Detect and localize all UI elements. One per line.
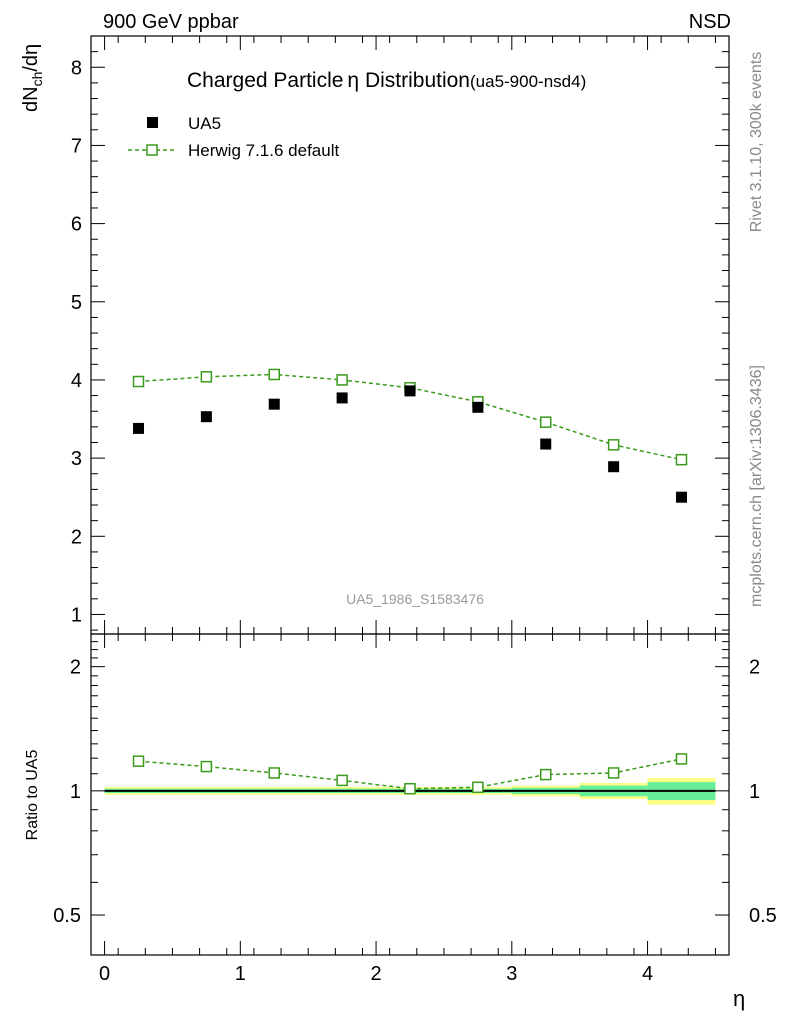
main-series (132, 368, 688, 503)
x-axis-ticks: 0 1 2 3 4 (90, 36, 716, 985)
ylabel-tail: /dη (20, 44, 42, 72)
header-right: NSD (689, 11, 731, 33)
ratio-y-tick-label-right: 1 (749, 781, 760, 803)
title-dist: Distribution (359, 69, 470, 92)
title-main: Charged Particle (187, 69, 343, 92)
main-y-tick-label: 5 (71, 292, 82, 314)
ua5-data-point (133, 422, 145, 434)
x-tick-label: 2 (371, 963, 382, 985)
x-tick-label: 3 (506, 963, 517, 985)
legend-mc-marker (146, 144, 158, 156)
x-tick-label: 1 (235, 963, 246, 985)
herwig-point (539, 416, 552, 428)
main-y-tick-label: 6 (71, 214, 82, 236)
ratio-herwig-line (138, 758, 682, 790)
x-tick-label: 0 (99, 963, 110, 985)
x-tick-label: 4 (642, 963, 653, 985)
ua5-data-point (268, 398, 280, 410)
main-axis-ticks: 1 2 3 4 5 6 7 8 (71, 51, 729, 631)
ratio-y-tick-label: 2 (70, 657, 81, 679)
herwig-point (268, 368, 281, 381)
ratio-herwig-point (336, 774, 348, 787)
analysis-watermark: UA5_1986_S1583476 (346, 591, 484, 607)
herwig-point (675, 453, 688, 466)
ylabel-dn: dN (20, 86, 42, 112)
ua5-data-point (404, 385, 416, 397)
ratio-y-tick-label-right: 2 (749, 657, 760, 679)
ratio-herwig-point (268, 767, 281, 779)
y-axis-label-ratio: Ratio to UA5 (24, 750, 41, 841)
ua5-data-point (200, 411, 212, 423)
ratio-herwig-point (404, 782, 416, 795)
legend-data-marker (147, 117, 158, 128)
ratio-herwig-point (472, 781, 484, 794)
rivet-label: Rivet 3.1.10, 300k events (748, 52, 765, 233)
ratio-plot-frame (90, 633, 730, 956)
ratio-y-tick-label: 1 (70, 781, 81, 803)
ua5-data-point (336, 392, 348, 404)
ylabel-sub: ch (29, 72, 45, 87)
ratio-herwig-point (132, 755, 145, 767)
ua5-data-point (540, 438, 552, 450)
legend-data-label: UA5 (188, 114, 221, 133)
herwig-point (200, 371, 213, 383)
title-tag: (ua5-900-nsd4) (470, 72, 586, 91)
herwig-point (607, 439, 620, 451)
main-y-tick-label: 1 (71, 604, 82, 626)
ratio-y-tick-label: 0.5 (53, 905, 81, 927)
main-y-tick-label: 4 (71, 370, 82, 392)
ratio-herwig-point (675, 753, 688, 765)
main-y-tick-label: 8 (71, 57, 82, 79)
ua5-data-point (608, 461, 620, 473)
ratio-series (132, 753, 688, 795)
ratio-herwig-point (200, 760, 213, 773)
x-axis-label: η (733, 986, 745, 1011)
ratio-y-tick-label-right: 0.5 (749, 905, 777, 927)
y-axis-label-main: dNch/dη (20, 44, 45, 112)
ratio-herwig-point (607, 767, 620, 779)
main-y-tick-label: 7 (71, 135, 82, 157)
herwig-point (132, 375, 145, 388)
legend-mc-label: Herwig 7.1.6 default (188, 141, 339, 160)
herwig-point (336, 374, 348, 386)
header-left: 900 GeV ppbar (103, 11, 239, 33)
main-plot-frame (90, 35, 730, 635)
ua5-data-point (675, 491, 687, 503)
ratio-herwig-point (539, 768, 552, 781)
main-y-tick-label: 2 (71, 526, 82, 548)
title-eta: η (347, 69, 359, 92)
ua5-data-point (472, 401, 484, 413)
mcplots-label: mcplots.cern.ch [arXiv:1306.3436] (748, 365, 765, 607)
legend: UA5 Herwig 7.1.6 default (128, 114, 339, 160)
ratio-axis-ticks: 0.5 0.5 1 1 2 2 (53, 641, 777, 956)
plot-title: Charged Particle η Distribution(ua5-900-n… (187, 69, 586, 92)
main-y-tick-label: 3 (71, 448, 82, 470)
